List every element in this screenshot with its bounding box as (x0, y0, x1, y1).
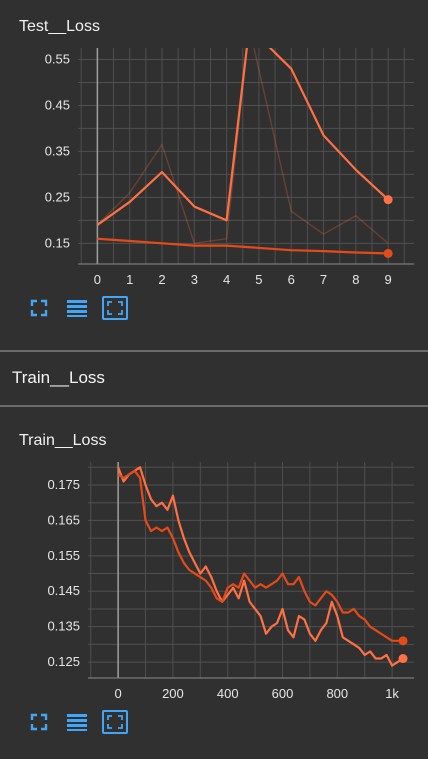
fit-domain-button[interactable] (102, 296, 128, 320)
x-tick-label: 7 (320, 272, 327, 287)
test-loss-toolbar (26, 296, 128, 320)
x-tick-label: 1k (385, 686, 399, 701)
series-line[interactable] (117, 469, 404, 642)
fullscreen-button[interactable] (26, 710, 52, 734)
y-tick-label: 0.155 (47, 548, 80, 563)
x-tick-label: 9 (385, 272, 392, 287)
x-tick-label: 200 (162, 686, 184, 701)
x-tick-label: 3 (191, 272, 198, 287)
section-title: Train__Loss (12, 368, 105, 387)
series-end-point[interactable] (398, 636, 408, 646)
section-divider-top (0, 350, 428, 352)
fit-domain-button[interactable] (102, 710, 128, 734)
data-table-icon (67, 300, 87, 317)
series-end-point[interactable] (383, 248, 393, 258)
series-line[interactable] (97, 237, 389, 255)
y-tick-label: 0.165 (47, 512, 80, 527)
data-table-icon (67, 714, 87, 731)
series-line[interactable] (96, 44, 389, 226)
x-tick-label: 600 (272, 686, 294, 701)
y-tick-label: 0.145 (47, 583, 80, 598)
series-end-point[interactable] (398, 654, 408, 664)
train-loss-card-title: Train__Loss (19, 432, 107, 449)
train-loss-toolbar (26, 710, 128, 734)
x-tick-label: 1 (126, 272, 133, 287)
x-tick-label: 8 (352, 272, 359, 287)
section-header[interactable]: Train__Loss (0, 352, 428, 406)
fit-domain-icon (107, 715, 123, 729)
train-loss-chart[interactable]: 0.125 0.135 0.145 0.155 0.165 0.175 0 200 400 600… (0, 458, 428, 708)
test-loss-chart[interactable]: 0.15 0.25 0.35 0.45 0.55 0 1 2 3 4 5 6 7 8 9 (0, 44, 428, 292)
fullscreen-icon (30, 299, 48, 317)
y-tick-label: 0.35 (45, 143, 70, 158)
x-tick-label: 6 (288, 272, 295, 287)
x-tick-label: 5 (255, 272, 262, 287)
x-tick-label: 4 (223, 272, 230, 287)
fit-domain-icon (107, 301, 123, 315)
x-tick-label: 0 (94, 272, 101, 287)
x-tick-label: 0 (115, 686, 122, 701)
data-table-button[interactable] (64, 710, 90, 734)
y-tick-label: 0.15 (45, 235, 70, 250)
data-table-button[interactable] (64, 296, 90, 320)
fullscreen-icon (30, 713, 48, 731)
test-loss-card-title: Test__Loss (19, 18, 100, 35)
series-end-point[interactable] (383, 195, 393, 205)
y-tick-label: 0.175 (47, 477, 80, 492)
x-tick-label: 2 (158, 272, 165, 287)
section-divider-bottom (0, 405, 428, 407)
series-line[interactable] (117, 466, 404, 667)
x-tick-label: 800 (326, 686, 348, 701)
y-tick-label: 0.125 (47, 654, 80, 669)
y-tick-label: 0.55 (45, 51, 70, 66)
fullscreen-button[interactable] (26, 296, 52, 320)
x-tick-label: 400 (217, 686, 239, 701)
y-tick-label: 0.25 (45, 189, 70, 204)
y-tick-label: 0.135 (47, 619, 80, 634)
y-tick-label: 0.45 (45, 97, 70, 112)
